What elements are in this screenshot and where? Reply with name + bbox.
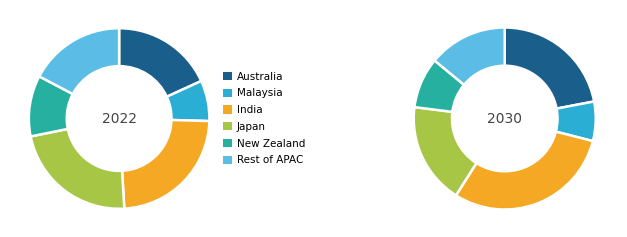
Wedge shape	[29, 76, 73, 137]
Wedge shape	[456, 132, 593, 210]
Text: 2030: 2030	[487, 111, 522, 126]
Legend: Australia, Malaysia, India, Japan, New Zealand, Rest of APAC: Australia, Malaysia, India, Japan, New Z…	[223, 72, 305, 165]
Wedge shape	[414, 60, 464, 112]
Text: 2022: 2022	[102, 111, 137, 126]
Wedge shape	[167, 81, 209, 121]
Wedge shape	[435, 27, 505, 85]
Wedge shape	[414, 107, 477, 195]
Wedge shape	[505, 27, 594, 109]
Wedge shape	[119, 28, 201, 97]
Wedge shape	[40, 28, 119, 94]
Wedge shape	[556, 101, 596, 141]
Wedge shape	[31, 129, 124, 209]
Wedge shape	[122, 120, 209, 209]
